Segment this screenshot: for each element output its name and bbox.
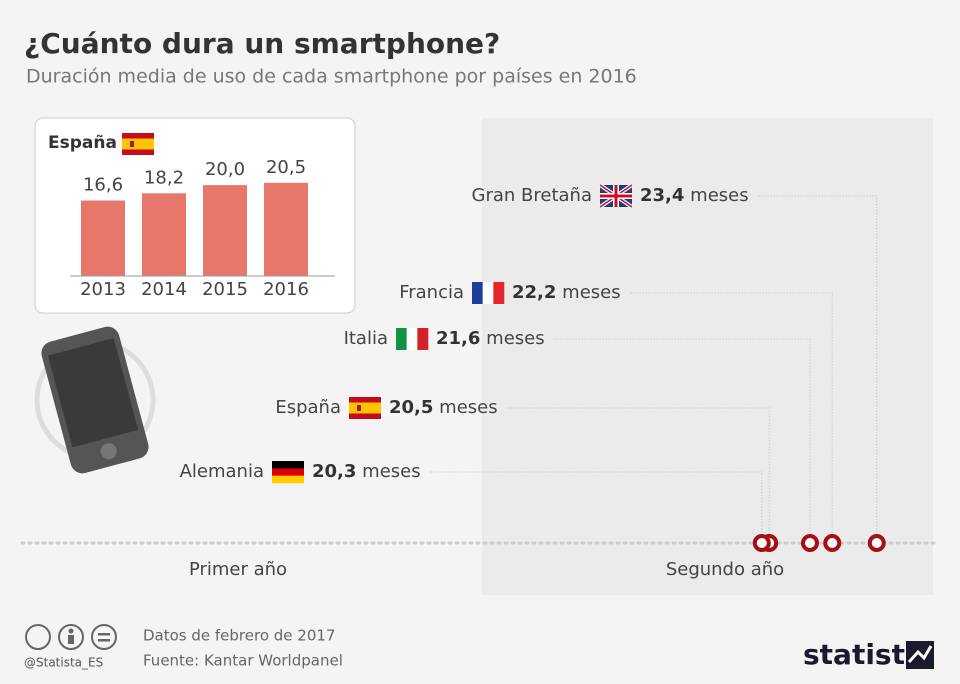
x-tick-label: 2013 (80, 279, 126, 300)
leader-line (630, 292, 833, 543)
bar (264, 182, 308, 276)
period-label: Primer año (189, 559, 287, 580)
x-tick-label: 2015 (202, 279, 248, 300)
phone-button (100, 443, 117, 460)
bar (81, 200, 125, 276)
flag-part (493, 282, 505, 304)
flag-part (122, 138, 154, 150)
value-number: 20,5 (389, 397, 433, 418)
x-tick-label: 2014 (141, 279, 187, 300)
flag-part (600, 185, 632, 207)
second-year-panel (482, 118, 933, 595)
flag-part (272, 468, 304, 476)
icon (98, 639, 110, 642)
leader-line (507, 407, 770, 543)
title: ¿Cuánto dura un smartphone? (24, 27, 500, 60)
value-number: 20,3 (312, 461, 356, 482)
phone-icon (34, 326, 156, 474)
brand: statista (803, 638, 924, 671)
country-label: Italia (344, 328, 388, 349)
flag-part (406, 328, 418, 350)
bar (142, 193, 186, 276)
value-label: 22,2 meses (512, 282, 621, 303)
value-unit: meses (362, 461, 420, 482)
value-number: 21,6 (436, 328, 480, 349)
value-label: 21,6 meses (436, 328, 545, 349)
dot (867, 534, 886, 552)
bar (203, 185, 247, 276)
icon (68, 628, 74, 634)
icon (98, 633, 110, 636)
flag-part (417, 328, 429, 350)
phone-screen (47, 338, 139, 448)
value-unit: meses (439, 397, 497, 418)
leader-line (758, 195, 878, 543)
license-icons (25, 624, 117, 650)
value-label: 23,4 meses (640, 185, 749, 206)
bar-value-label: 20,0 (205, 159, 245, 180)
flag-part (357, 405, 361, 411)
flag-part (482, 282, 494, 304)
value-number: 22,2 (512, 282, 556, 303)
phone (41, 326, 149, 474)
icon (91, 624, 117, 650)
brand-icon (907, 645, 933, 664)
x-tick-label: 2016 (263, 279, 309, 300)
country-label: España (275, 397, 341, 418)
handle: @Statista_ES (24, 656, 103, 670)
value-label: 20,5 meses (389, 397, 498, 418)
flag-part (130, 141, 134, 147)
icon (58, 624, 84, 650)
flag-part (349, 402, 381, 414)
subtitle: Duración media de uso de cada smartphone… (26, 66, 637, 88)
value-label: 20,3 meses (312, 461, 421, 482)
flag-part (272, 461, 304, 469)
flag-part (396, 328, 407, 350)
value-unit: meses (690, 185, 748, 206)
country-label: Francia (399, 282, 464, 303)
inset-title: España (48, 133, 117, 153)
icon (25, 624, 51, 650)
bar-value-label: 20,5 (266, 157, 306, 178)
value-unit: meses (562, 282, 620, 303)
flag-part (272, 475, 304, 484)
source: Fuente: Kantar Worldpanel (143, 652, 343, 670)
icon (68, 635, 74, 644)
value-unit: meses (486, 328, 544, 349)
date-note: Datos de febrero de 2017 (143, 627, 335, 645)
flag-part (472, 282, 483, 304)
dot (752, 534, 771, 552)
period-label: Segundo año (666, 559, 784, 580)
flag (598, 183, 634, 209)
bar-value-label: 16,6 (83, 175, 123, 196)
dot (801, 534, 819, 552)
value-number: 23,4 (640, 185, 684, 206)
dot (823, 534, 842, 552)
bar-value-label: 18,2 (144, 167, 184, 188)
country-label: Alemania (180, 461, 264, 482)
leader-line (430, 471, 763, 543)
leader-line (554, 338, 811, 543)
country-label: Gran Bretaña (472, 185, 592, 206)
